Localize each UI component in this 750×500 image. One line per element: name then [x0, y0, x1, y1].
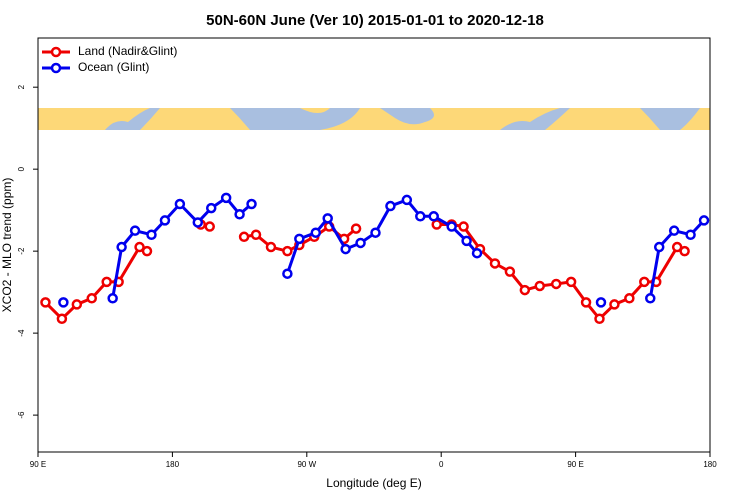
data-point — [461, 235, 472, 247]
data-point — [415, 211, 426, 222]
data-point — [471, 247, 483, 259]
series-line — [111, 195, 253, 299]
data-point — [86, 293, 98, 304]
data-point — [116, 241, 127, 253]
data-point — [107, 293, 118, 304]
data-point — [519, 284, 531, 296]
data-point — [58, 297, 69, 308]
data-point — [265, 241, 277, 253]
data-point — [624, 293, 635, 304]
data-point — [220, 192, 232, 204]
series-line — [44, 245, 148, 321]
data-point — [101, 276, 112, 288]
data-point — [565, 276, 577, 288]
data-point — [671, 241, 683, 253]
data-point — [550, 278, 562, 290]
data-point — [238, 231, 250, 243]
y-tick-label: -2 — [17, 247, 26, 255]
data-point — [310, 227, 322, 238]
x-tick-label: 90 W — [297, 460, 316, 469]
data-point — [653, 241, 665, 253]
data-point — [294, 233, 305, 245]
data-point — [205, 202, 217, 214]
data-point — [56, 313, 68, 325]
data-point — [146, 229, 157, 241]
data-point — [428, 211, 439, 222]
data-point — [355, 237, 366, 249]
data-point — [446, 221, 457, 232]
data-point — [504, 266, 516, 277]
y-axis-title: XCO2 - MLO trend (ppm) — [0, 178, 14, 313]
series-line — [436, 223, 686, 321]
chart-title: 50N-60N June (Ver 10) 2015-01-01 to 2020… — [206, 12, 544, 29]
x-tick-label: 180 — [703, 460, 717, 469]
x-tick-label: 180 — [166, 460, 180, 469]
legend-label: Land (Nadir&Glint) — [78, 44, 177, 58]
data-point — [234, 209, 245, 220]
data-point — [282, 245, 293, 257]
data-point — [282, 268, 293, 279]
x-tick-label: 90 E — [30, 460, 46, 469]
x-axis-title: Longitude (deg E) — [326, 476, 421, 490]
data-point — [370, 227, 381, 238]
data-point — [350, 223, 362, 234]
y-tick-label: 0 — [17, 166, 26, 171]
x-tick-label: 0 — [439, 460, 444, 469]
legend-marker — [50, 62, 62, 74]
data-point — [645, 293, 656, 304]
legend: Land (Nadir&Glint) Ocean (Glint) — [42, 44, 177, 74]
data-point — [174, 198, 186, 210]
data-point — [668, 225, 680, 236]
y-tick-label: -4 — [17, 329, 26, 337]
data-point — [594, 313, 605, 325]
data-point — [595, 297, 607, 308]
plot-frame — [37, 37, 711, 453]
data-point — [385, 200, 396, 212]
data-point — [40, 297, 51, 308]
data-point — [322, 213, 333, 224]
data-point — [639, 276, 650, 288]
data-point — [340, 243, 351, 255]
y-tick-label: -6 — [17, 411, 26, 419]
data-point — [192, 217, 204, 228]
data-point — [698, 215, 710, 226]
data-point — [141, 245, 153, 257]
data-point — [129, 225, 141, 236]
map-band — [38, 108, 710, 130]
data-point — [534, 280, 546, 292]
x-tick-label: 90 E — [567, 460, 583, 469]
legend-label: Ocean (Glint) — [78, 60, 149, 74]
data-point — [246, 198, 257, 210]
data-point — [401, 194, 413, 206]
data-point — [679, 245, 690, 257]
data-point — [489, 258, 501, 269]
data-point — [250, 229, 262, 241]
data-point — [458, 221, 469, 232]
data-point — [431, 219, 442, 230]
data-point — [685, 229, 696, 241]
data-point — [159, 215, 171, 226]
data-point — [609, 299, 620, 310]
data-point — [134, 241, 145, 253]
legend-marker — [50, 46, 62, 58]
y-tick-label: 2 — [17, 84, 26, 89]
data-point — [204, 221, 215, 232]
data-point — [71, 299, 83, 310]
data-point — [580, 297, 592, 308]
